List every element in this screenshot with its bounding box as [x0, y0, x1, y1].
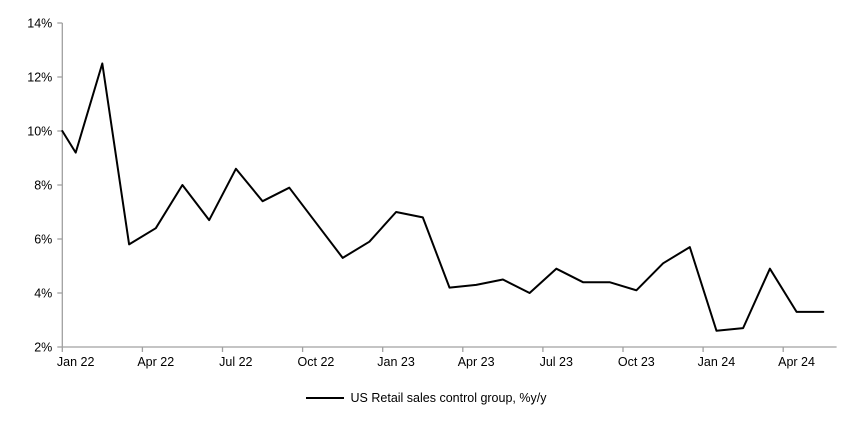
x-tick-label: Apr 24 [778, 355, 815, 369]
x-tick-label: Oct 22 [298, 355, 335, 369]
legend-line-swatch [305, 397, 344, 399]
y-tick-label: 12% [27, 71, 52, 85]
y-tick-label: 4% [34, 287, 52, 301]
x-tick-label: Jul 22 [219, 355, 252, 369]
y-tick-label: 10% [27, 125, 52, 139]
x-tick-label: Jan 24 [698, 355, 736, 369]
x-tick-label: Jan 22 [57, 355, 95, 369]
x-tick-label: Jul 23 [540, 355, 573, 369]
y-tick-label: 2% [34, 341, 52, 355]
y-tick-label: 14% [27, 17, 52, 31]
x-tick-label: Jan 23 [377, 355, 415, 369]
legend-label: US Retail sales control group, %y/y [350, 391, 547, 405]
series-line-us-retail-sales-control-group [61, 62, 825, 332]
y-tick-label: 6% [34, 233, 52, 247]
legend: US Retail sales control group, %y/y [0, 391, 852, 405]
x-tick-label: Apr 22 [137, 355, 174, 369]
x-tick-label: Oct 23 [618, 355, 655, 369]
x-tick-label: Apr 23 [458, 355, 495, 369]
y-tick-label: 8% [34, 179, 52, 193]
